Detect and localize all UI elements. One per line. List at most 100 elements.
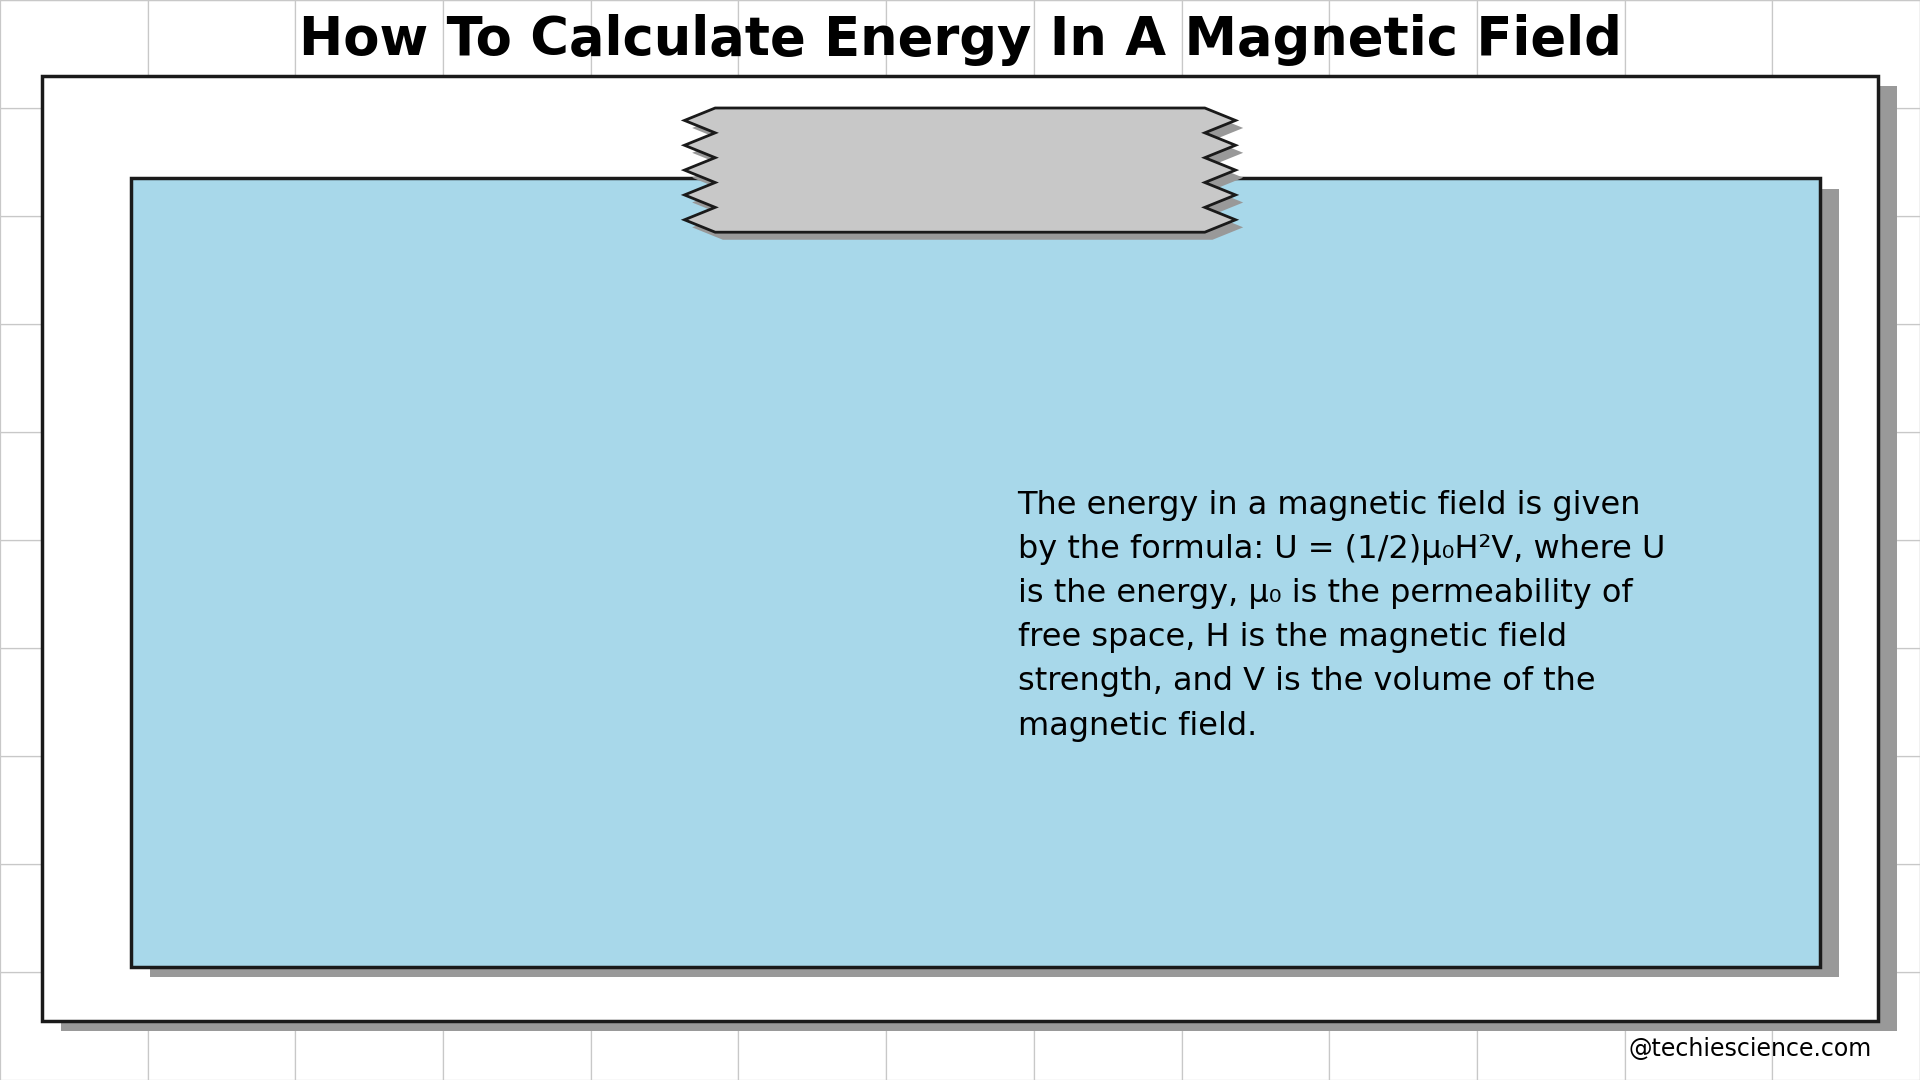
Bar xyxy=(1624,216,1772,324)
Bar xyxy=(1329,972,1476,1080)
Bar xyxy=(42,76,1878,1021)
Bar xyxy=(1181,0,1329,108)
Bar xyxy=(1329,216,1476,324)
Bar xyxy=(150,189,1839,977)
Bar xyxy=(1624,0,1772,108)
Bar xyxy=(1624,432,1772,540)
Bar xyxy=(1772,972,1920,1080)
Bar xyxy=(444,0,591,108)
Polygon shape xyxy=(684,108,1236,232)
Bar xyxy=(1033,540,1181,648)
Bar xyxy=(1772,756,1920,864)
Bar xyxy=(148,324,296,432)
Bar xyxy=(1329,432,1476,540)
Bar xyxy=(1181,756,1329,864)
Bar xyxy=(1033,972,1181,1080)
Bar xyxy=(148,540,296,648)
Bar xyxy=(1181,432,1329,540)
Bar xyxy=(591,216,739,324)
Bar xyxy=(591,864,739,972)
Bar xyxy=(1181,972,1329,1080)
Bar xyxy=(296,324,444,432)
Bar xyxy=(1329,324,1476,432)
Bar xyxy=(296,216,444,324)
Bar xyxy=(0,324,148,432)
Bar xyxy=(739,108,887,216)
Bar xyxy=(1772,216,1920,324)
Bar xyxy=(591,108,739,216)
Bar xyxy=(1033,0,1181,108)
Bar xyxy=(1329,540,1476,648)
Bar xyxy=(148,432,296,540)
Bar xyxy=(0,648,148,756)
Polygon shape xyxy=(691,116,1242,240)
Bar xyxy=(739,540,887,648)
Bar xyxy=(1329,756,1476,864)
Bar xyxy=(887,216,1033,324)
Bar xyxy=(739,864,887,972)
Bar xyxy=(444,324,591,432)
Bar xyxy=(1772,864,1920,972)
Bar xyxy=(739,756,887,864)
Bar xyxy=(0,864,148,972)
Bar xyxy=(887,432,1033,540)
Bar xyxy=(61,86,1897,1031)
Bar xyxy=(296,540,444,648)
Bar xyxy=(1033,216,1181,324)
Bar xyxy=(148,648,296,756)
Bar xyxy=(444,972,591,1080)
Bar xyxy=(444,648,591,756)
Bar xyxy=(591,0,739,108)
Bar xyxy=(1772,108,1920,216)
Text: @techiescience.com: @techiescience.com xyxy=(1628,1037,1872,1061)
Bar xyxy=(444,540,591,648)
Bar xyxy=(0,432,148,540)
Bar xyxy=(1476,756,1624,864)
Bar xyxy=(1772,540,1920,648)
Bar xyxy=(1772,0,1920,108)
Bar xyxy=(148,216,296,324)
Bar xyxy=(591,972,739,1080)
Bar xyxy=(1181,324,1329,432)
Bar xyxy=(739,0,887,108)
Bar xyxy=(0,972,148,1080)
Bar xyxy=(444,108,591,216)
Bar xyxy=(296,432,444,540)
Bar xyxy=(887,756,1033,864)
Bar xyxy=(1181,540,1329,648)
Bar xyxy=(1033,648,1181,756)
Bar xyxy=(1624,540,1772,648)
Bar xyxy=(1624,108,1772,216)
Bar xyxy=(887,648,1033,756)
Bar xyxy=(1033,432,1181,540)
Bar xyxy=(1329,0,1476,108)
Bar xyxy=(444,216,591,324)
Bar xyxy=(1476,216,1624,324)
Bar xyxy=(1033,108,1181,216)
Bar xyxy=(0,0,148,108)
Bar xyxy=(1476,0,1624,108)
Bar xyxy=(1476,432,1624,540)
Bar xyxy=(1329,864,1476,972)
Bar xyxy=(444,756,591,864)
Bar xyxy=(739,648,887,756)
Bar xyxy=(0,756,148,864)
Bar xyxy=(1181,216,1329,324)
Text: How To Calculate Energy In A Magnetic Field: How To Calculate Energy In A Magnetic Fi… xyxy=(300,14,1620,66)
Bar xyxy=(1624,972,1772,1080)
Bar xyxy=(591,324,739,432)
Bar xyxy=(591,756,739,864)
Bar xyxy=(1476,864,1624,972)
Bar xyxy=(1033,324,1181,432)
Bar xyxy=(1624,648,1772,756)
Bar xyxy=(148,756,296,864)
Bar xyxy=(1476,324,1624,432)
Bar xyxy=(1624,324,1772,432)
Bar xyxy=(887,324,1033,432)
Bar xyxy=(148,0,296,108)
Bar xyxy=(887,864,1033,972)
Bar xyxy=(0,216,148,324)
Bar xyxy=(296,756,444,864)
Bar xyxy=(1329,108,1476,216)
Bar xyxy=(1181,108,1329,216)
